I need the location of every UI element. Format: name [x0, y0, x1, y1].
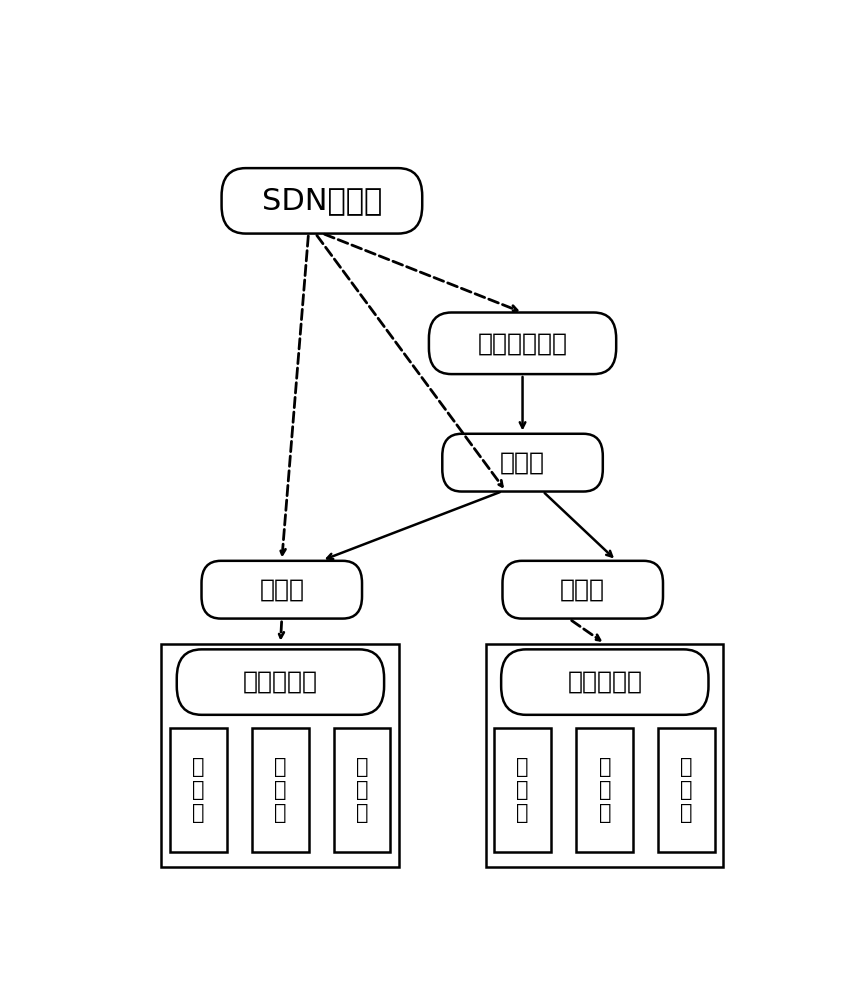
- Bar: [494, 728, 551, 852]
- Text: 虚
拟
机: 虚 拟 机: [274, 757, 287, 823]
- FancyBboxPatch shape: [502, 561, 663, 619]
- Text: 数据中心网关: 数据中心网关: [477, 331, 568, 355]
- Text: 虚
拟
机: 虚 拟 机: [356, 757, 369, 823]
- Text: SDN控制器: SDN控制器: [261, 186, 382, 215]
- Bar: [486, 644, 723, 867]
- FancyBboxPatch shape: [201, 561, 362, 619]
- Text: 脊节点: 脊节点: [500, 451, 545, 475]
- Text: 虚拟交换机: 虚拟交换机: [243, 670, 318, 694]
- Text: 叶节点: 叶节点: [560, 578, 605, 602]
- Text: 虚拟交换机: 虚拟交换机: [567, 670, 642, 694]
- Text: 虚
拟
机: 虚 拟 机: [516, 757, 529, 823]
- Text: 叶节点: 叶节点: [259, 578, 305, 602]
- Bar: [658, 728, 715, 852]
- Bar: [576, 728, 633, 852]
- Bar: [161, 644, 399, 867]
- FancyBboxPatch shape: [429, 313, 616, 374]
- Bar: [252, 728, 309, 852]
- FancyBboxPatch shape: [442, 434, 602, 492]
- FancyBboxPatch shape: [177, 649, 384, 715]
- FancyBboxPatch shape: [222, 168, 422, 234]
- Text: 虚
拟
机: 虚 拟 机: [192, 757, 205, 823]
- Bar: [334, 728, 390, 852]
- Text: 虚
拟
机: 虚 拟 机: [680, 757, 693, 823]
- Text: 虚
拟
机: 虚 拟 机: [599, 757, 611, 823]
- Bar: [170, 728, 227, 852]
- FancyBboxPatch shape: [501, 649, 709, 715]
